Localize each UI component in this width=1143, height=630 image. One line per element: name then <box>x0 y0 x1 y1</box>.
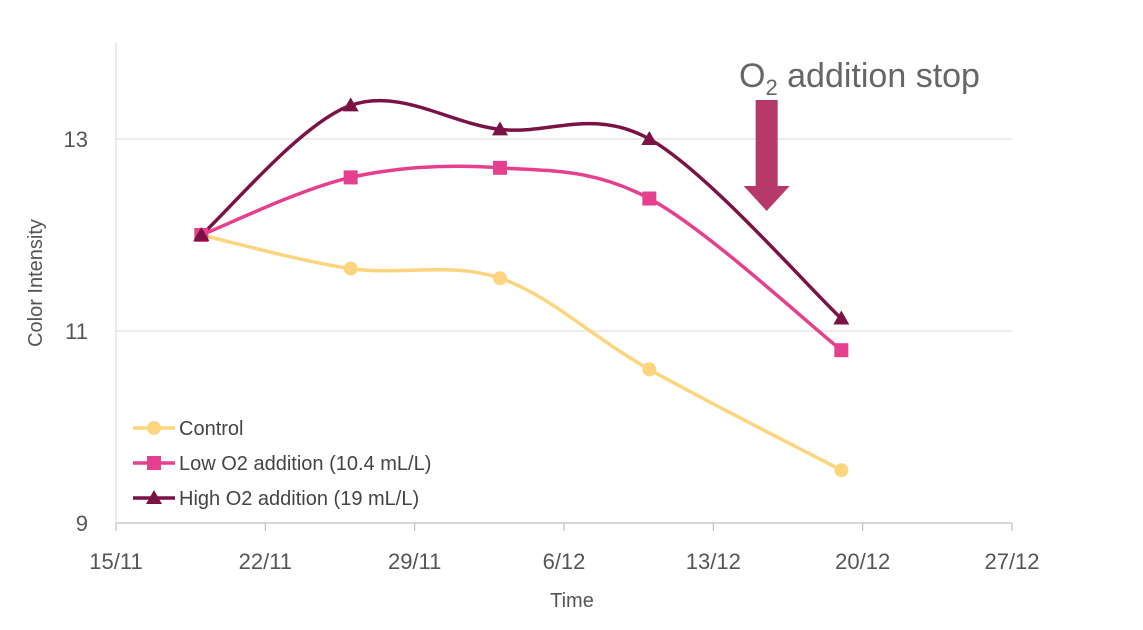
data-point-series-2 <box>493 160 507 175</box>
legend-label: Low O2 addition (10.4 mL/L) <box>179 453 431 475</box>
x-axis-title: Time <box>550 590 594 612</box>
x-tick-label: 27/12 <box>984 549 1039 574</box>
legend-label: High O2 addition (19 mL/L) <box>179 488 419 510</box>
data-point-series-3 <box>193 227 210 241</box>
legend: Control Low O2 addition (10.4 mL/L) High O… <box>133 418 431 510</box>
x-tick-label: 15/11 <box>89 549 142 574</box>
y-tick-label: 9 <box>76 511 88 536</box>
x-tick-label: 29/11 <box>388 549 441 574</box>
y-tick-label: 13 <box>64 127 88 152</box>
data-point-series-1 <box>493 271 507 286</box>
x-tick-label: 13/12 <box>686 549 741 574</box>
data-point-series-3 <box>833 310 850 325</box>
annotation-label: O2 addition stop <box>739 57 980 100</box>
gridlines <box>116 138 1012 332</box>
y-tick-label: 11 <box>65 319 88 344</box>
data-point-series-1 <box>642 362 657 377</box>
legend-label: Control <box>179 418 243 440</box>
x-tick-label: 22/11 <box>239 549 292 574</box>
legend-marker <box>147 421 161 435</box>
data-point-series-1 <box>834 463 849 478</box>
down-arrow-icon <box>743 100 790 211</box>
legend-marker <box>146 490 162 504</box>
annotation: O2 addition stop <box>739 57 980 211</box>
data-point-series-3 <box>641 131 658 145</box>
annotation-suffix: addition stop <box>778 57 980 95</box>
legend-marker <box>147 456 161 470</box>
y-axis-title: Color Intensity <box>25 219 47 347</box>
x-tick-label: 20/12 <box>835 549 890 574</box>
series-markers <box>193 97 850 478</box>
data-point-series-2 <box>343 170 358 185</box>
series-lines <box>200 98 843 472</box>
annotation-subscript: 2 <box>765 75 777 100</box>
data-point-series-1 <box>343 261 358 276</box>
data-point-series-3 <box>492 121 508 136</box>
data-point-series-2 <box>834 343 849 358</box>
annotation-prefix: O <box>739 57 765 95</box>
data-point-series-3 <box>342 97 359 112</box>
data-point-series-2 <box>642 191 657 206</box>
axes: 9 11 13 15/11 22/11 29/11 6/12 13/12 20/12 27/12 <box>64 43 1040 574</box>
x-tick-label: 6/12 <box>543 549 586 574</box>
